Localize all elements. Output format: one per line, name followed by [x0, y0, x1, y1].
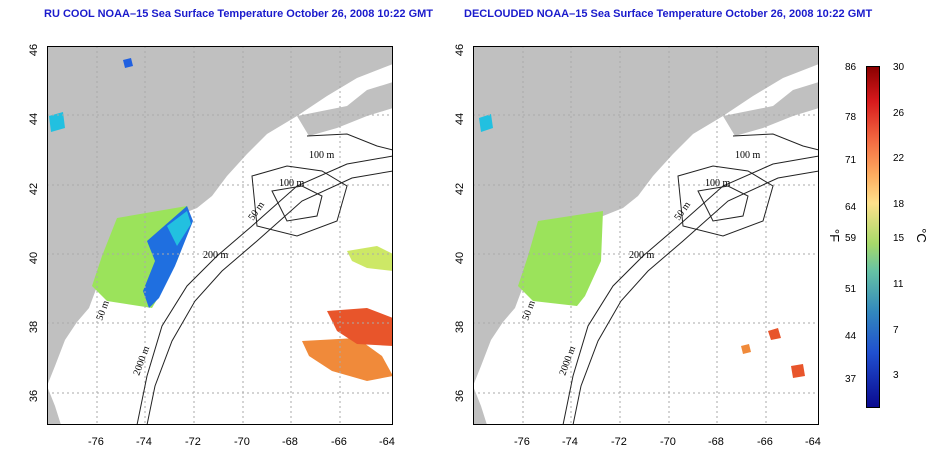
cb-f-tick-2: 71: [845, 155, 857, 166]
colorbar-gradient: [866, 66, 880, 408]
right-sst-spot-b: [791, 364, 805, 378]
cb-c-tick-6: 7: [893, 325, 899, 336]
cb-c-tick-2: 22: [893, 153, 905, 164]
right-x-tick-6: -64: [805, 436, 821, 448]
left-landmass-north: [47, 46, 393, 386]
right-x-tick-3: -70: [660, 436, 676, 448]
left-y-tick-0: 46: [28, 43, 41, 57]
left-x-tick-6: -64: [379, 436, 395, 448]
right-contour-label-100b: 100 m: [705, 178, 731, 189]
left-map-title: RU COOL NOAA–15 Sea Surface Temperature …: [44, 8, 434, 20]
cb-c-tick-1: 26: [893, 108, 905, 119]
left-y-tick-1: 44: [28, 112, 41, 126]
right-y-tick-2: 42: [454, 182, 467, 196]
right-sst-spot-a: [768, 328, 781, 340]
right-map-svg: 100 m 100 m 50 m 200 m 50 m 2000 m: [473, 46, 820, 426]
left-x-tick-2: -72: [185, 436, 201, 448]
left-x-tick-0: -76: [88, 436, 104, 448]
left-contour-label-100a: 100 m: [309, 150, 335, 161]
left-y-tick-2: 42: [28, 182, 41, 196]
right-nova-scotia: [723, 82, 819, 136]
left-contour-label-100b: 100 m: [279, 178, 305, 189]
cb-f-tick-5: 51: [845, 284, 857, 295]
left-sst-south-1: [302, 338, 393, 381]
left-y-tick-5: 36: [28, 389, 41, 403]
right-grid: [473, 46, 819, 425]
left-nova-scotia: [297, 82, 393, 136]
right-sst-shelf: [518, 211, 603, 306]
colorbar: [866, 66, 880, 408]
right-y-tick-4: 38: [454, 320, 467, 334]
right-y-tick-0: 46: [454, 43, 467, 57]
left-map-svg: 100 m 100 m 50 m 200 m 50 m 2000 m: [47, 46, 394, 426]
right-x-tick-1: -74: [562, 436, 578, 448]
left-y-tick-3: 40: [28, 251, 41, 265]
cb-c-tick-5: 11: [893, 279, 904, 290]
left-sst-map: 100 m 100 m 50 m 200 m 50 m 2000 m: [47, 46, 394, 426]
left-sst-south-2: [327, 308, 393, 346]
cb-f-tick-3: 64: [845, 202, 857, 213]
cb-f-tick-1: 78: [845, 112, 857, 123]
left-contour-label-200: 200 m: [203, 250, 229, 261]
right-contours: [562, 133, 820, 426]
right-x-tick-5: -66: [757, 436, 773, 448]
right-sst-spot-w: [479, 114, 493, 132]
right-y-tick-5: 36: [454, 389, 467, 403]
left-contours: [136, 133, 394, 426]
cb-c-tick-3: 18: [893, 199, 905, 210]
right-contour-label-100a: 100 m: [735, 150, 761, 161]
right-y-tick-3: 40: [454, 251, 467, 265]
right-x-tick-4: -68: [708, 436, 724, 448]
colorbar-unit-f: °F: [827, 228, 843, 243]
cb-c-tick-0: 30: [893, 62, 905, 73]
colorbar-unit-c: °C: [913, 228, 929, 243]
cb-f-tick-6: 44: [845, 331, 857, 342]
left-x-tick-3: -70: [234, 436, 250, 448]
left-sst-south-3: [347, 246, 393, 271]
cb-f-tick-4: 59: [845, 233, 857, 244]
left-landmass-south: [47, 386, 61, 425]
left-sst-spot-n: [123, 58, 133, 68]
right-landmass-north: [473, 46, 819, 386]
right-sst-map: 100 m 100 m 50 m 200 m 50 m 2000 m: [473, 46, 820, 426]
right-sst-spot-c: [741, 344, 751, 354]
cb-c-tick-4: 15: [893, 233, 905, 244]
right-map-title: DECLOUDED NOAA–15 Sea Surface Temperatur…: [464, 8, 873, 20]
right-y-tick-1: 44: [454, 112, 467, 126]
right-x-tick-2: -72: [611, 436, 627, 448]
left-grid: [47, 46, 393, 425]
left-x-tick-1: -74: [136, 436, 152, 448]
right-x-tick-0: -76: [514, 436, 530, 448]
right-contour-label-200: 200 m: [629, 250, 655, 261]
left-x-tick-5: -66: [331, 436, 347, 448]
right-landmass-south: [473, 386, 487, 425]
left-sst-spot-w: [49, 112, 65, 132]
left-y-tick-4: 38: [28, 320, 41, 334]
cb-f-tick-0: 86: [845, 62, 857, 73]
cb-f-tick-7: 37: [845, 374, 857, 385]
left-sst-coastal-cyan: [167, 211, 191, 246]
cb-c-tick-7: 3: [893, 370, 899, 381]
left-x-tick-4: -68: [282, 436, 298, 448]
